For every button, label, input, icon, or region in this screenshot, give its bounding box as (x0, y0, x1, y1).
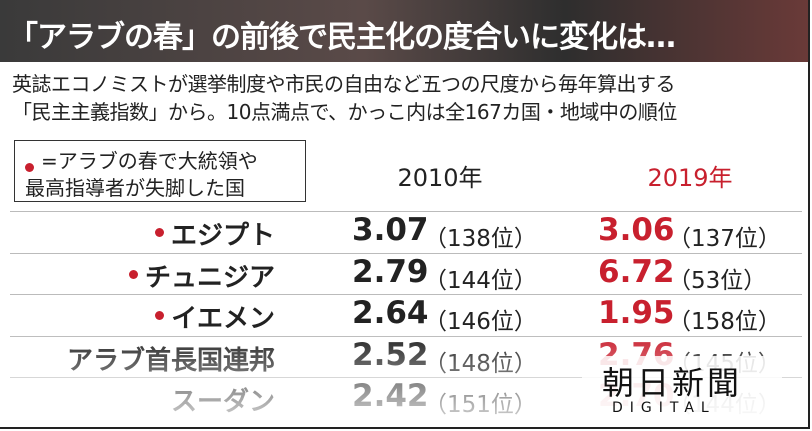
row-divider (10, 252, 802, 254)
rank: （138位） (424, 226, 537, 252)
marker-dot (155, 311, 164, 320)
title: 「アラブの春」の前後で民主化の度合いに変化は… (8, 20, 676, 55)
legend-text: =アラブの春で大統領や (41, 149, 258, 173)
score: 3.06 (598, 212, 675, 248)
legend-text: 最高指導者が失脚した国 (25, 176, 245, 200)
column-header: 2019年 (647, 164, 733, 192)
watermark-sub: DIGITAL (612, 400, 716, 416)
row-name: チュニジア (144, 262, 275, 293)
rank: （158位） (668, 309, 781, 335)
row-divider (10, 211, 802, 212)
rank: （146位） (424, 309, 537, 335)
subtitle: 英誌エコノミストが選挙制度や市民の自由など五つの尺度から毎年算出する (12, 72, 676, 96)
marker-dot (129, 269, 138, 279)
score: 6.72 (598, 253, 675, 290)
subtitle: 「民主主義指数」から。10点満点で、かっこ内は全167カ国・地域中の順位 (12, 100, 677, 124)
row-name: イエメン (171, 304, 275, 334)
rank: （144位） (424, 267, 537, 294)
legend-dot (25, 157, 39, 176)
title-bar (0, 0, 808, 62)
watermark: 朝日新聞 DIGITAL (582, 356, 782, 422)
score: 2.64 (352, 295, 429, 331)
column-header: 2010年 (397, 164, 483, 192)
rank: （137位） (668, 226, 781, 252)
watermark-brand: 朝日新聞 (602, 364, 743, 402)
rank: （53位） (668, 267, 767, 294)
legend: =アラブの春で大統領や 最高指導者が失脚した国 (14, 140, 306, 202)
score: 3.07 (352, 212, 429, 248)
row-divider (10, 294, 802, 295)
score: 1.95 (598, 295, 675, 331)
score: 2.79 (352, 253, 429, 290)
row-name: エジプト (170, 221, 275, 251)
marker-dot (155, 228, 164, 237)
